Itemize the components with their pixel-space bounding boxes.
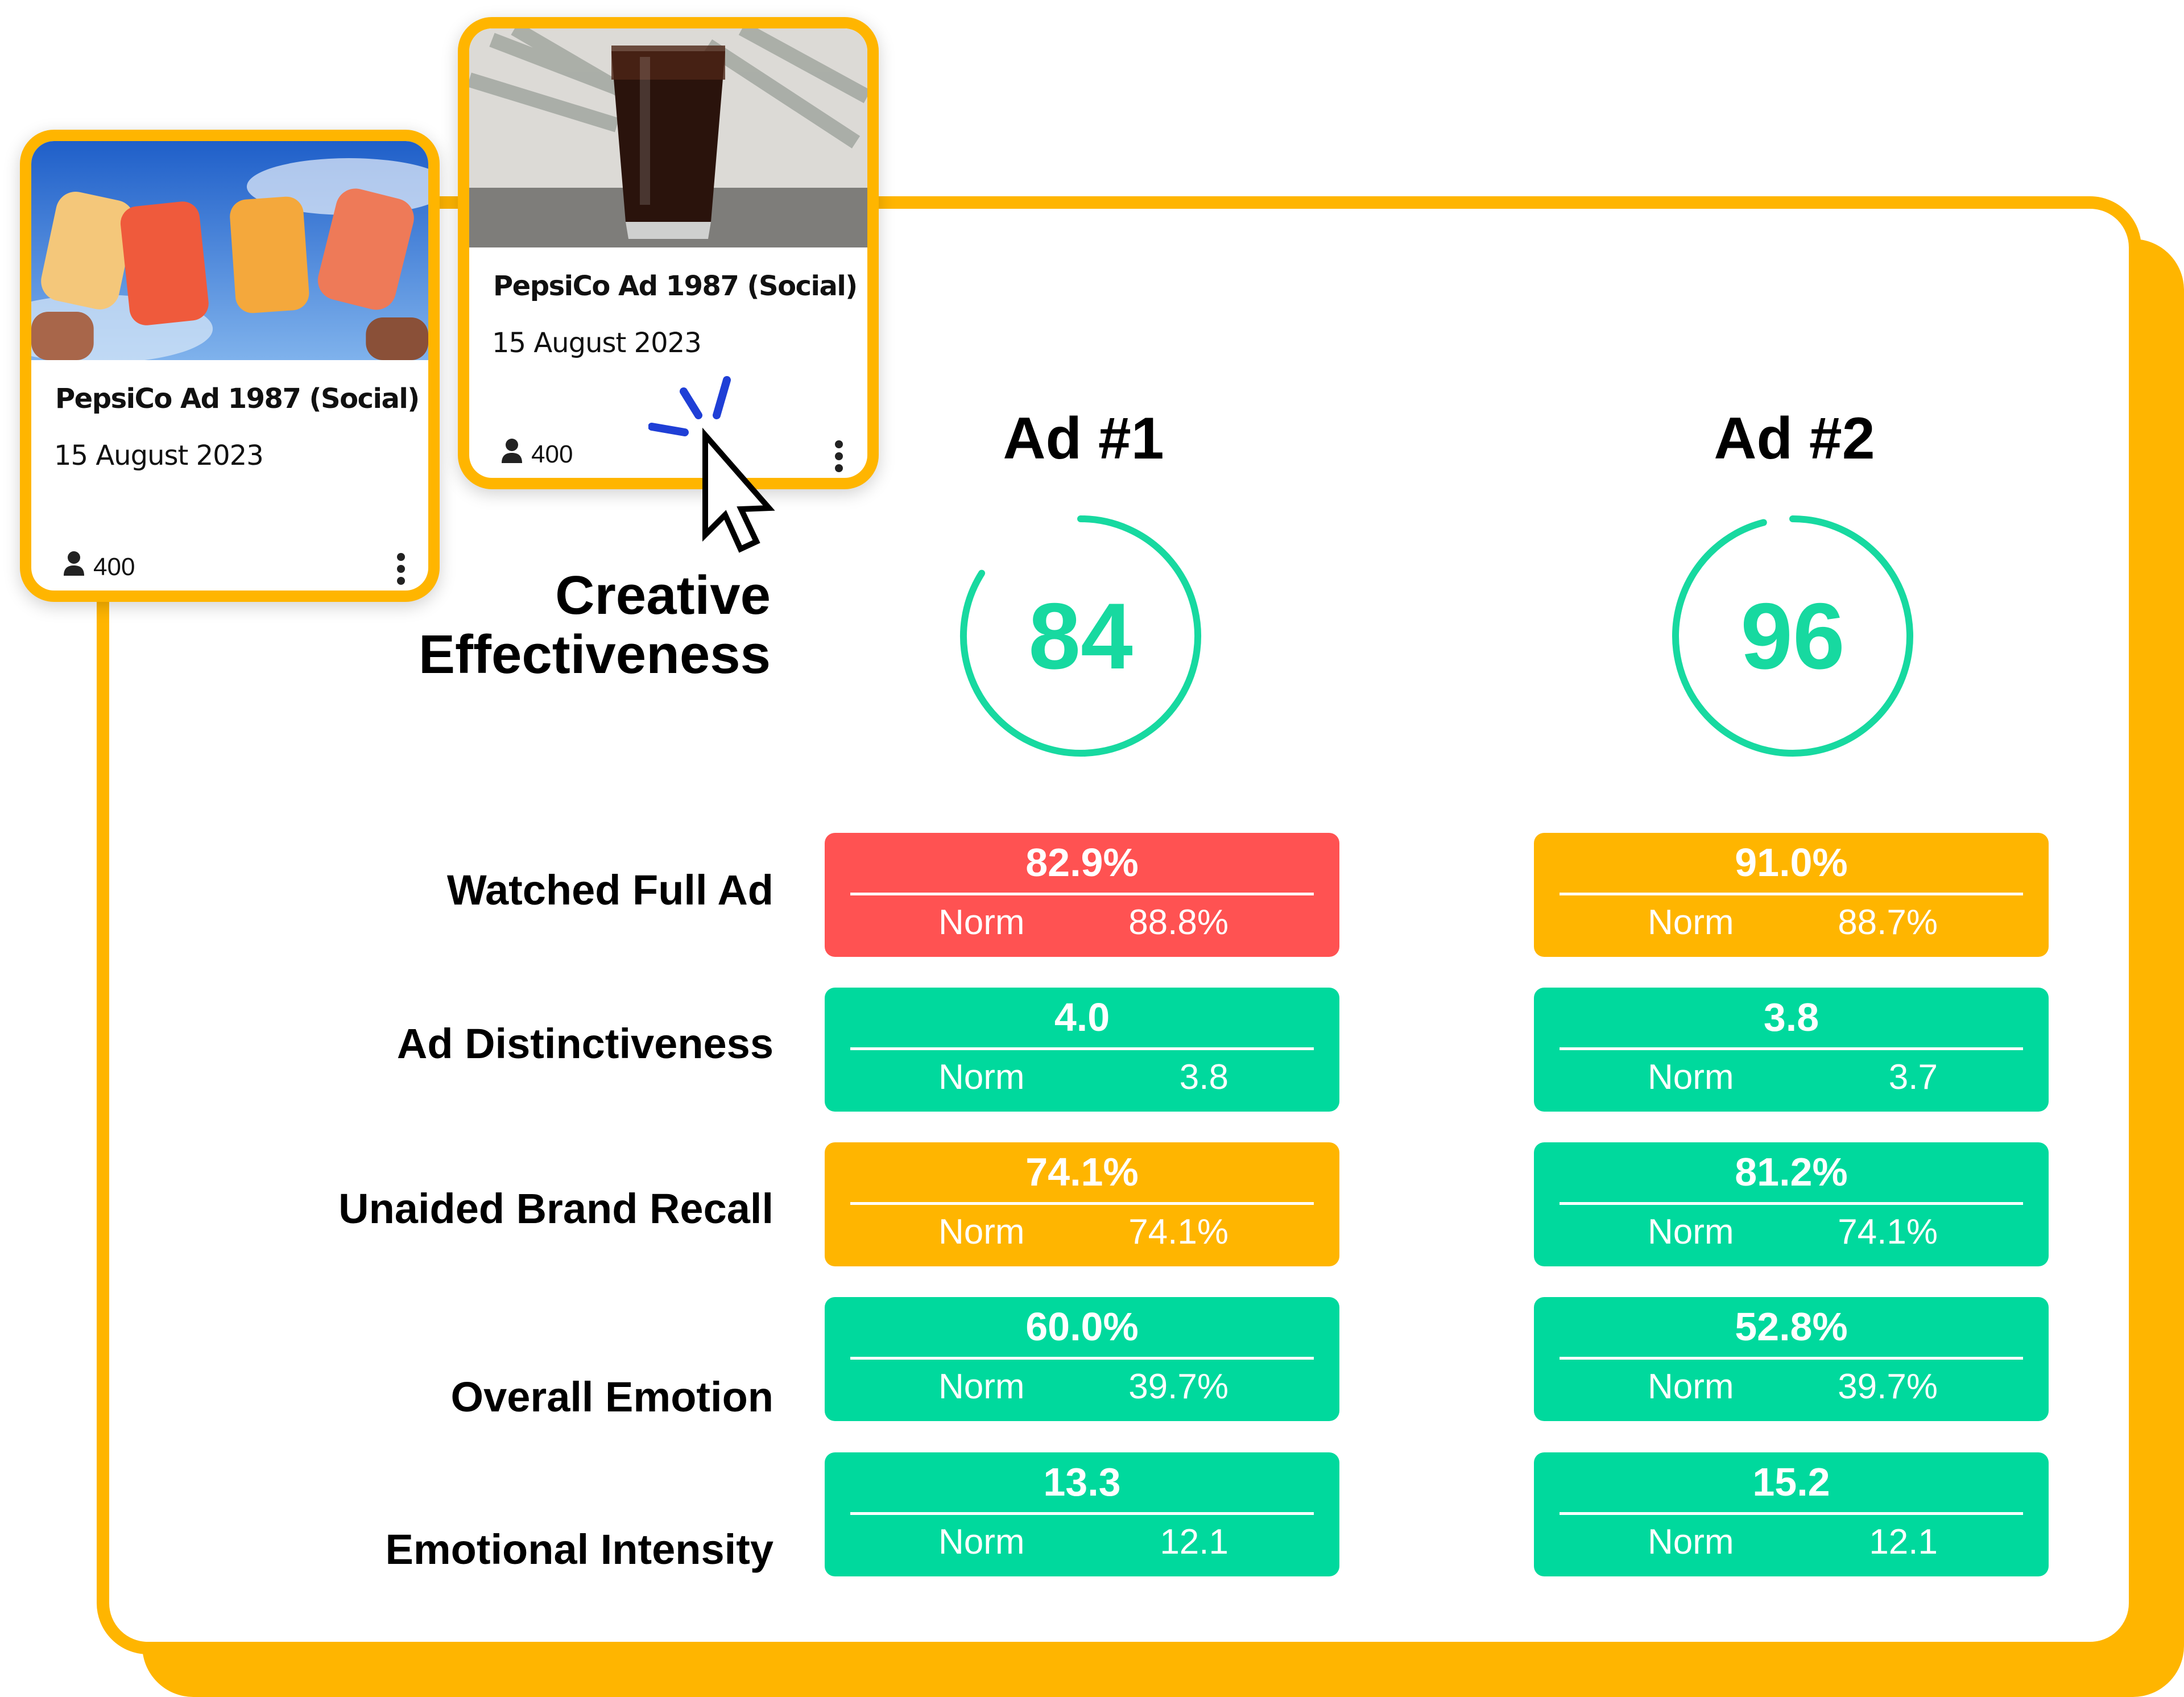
- norm-value: 74.1%: [1128, 1212, 1228, 1252]
- ad-1-heading: Ad #1: [1003, 406, 1164, 472]
- metric-value: 4.0: [1054, 995, 1110, 1039]
- norm-label: Norm: [1648, 1522, 1734, 1562]
- metric-value: 3.8: [1763, 995, 1819, 1039]
- norm-label: Norm: [1648, 903, 1734, 942]
- respondent-count: 400: [500, 438, 573, 470]
- norm-value: 12.1: [1160, 1522, 1228, 1562]
- divider: [1560, 1202, 2023, 1205]
- norm-label: Norm: [938, 1522, 1025, 1562]
- norm-value: 39.7%: [1128, 1367, 1228, 1406]
- ad-2-emotional-intensity: 15.2 Norm 12.1: [1534, 1452, 2049, 1576]
- divider: [1560, 893, 2023, 895]
- norm-label: Norm: [938, 903, 1025, 942]
- person-icon: [63, 551, 85, 583]
- ad-2-score: 96: [1740, 583, 1845, 688]
- ad-card-1[interactable]: PepsiCo Ad 1987 (Social) 15 August 2023 …: [20, 130, 440, 602]
- norm-value: 88.8%: [1128, 903, 1228, 942]
- norm-label: Norm: [1648, 1212, 1734, 1252]
- norm-label: Norm: [938, 1058, 1025, 1097]
- ad-1-score: 84: [1028, 583, 1133, 688]
- click-cursor-icon: [648, 375, 791, 558]
- ad-1-emotional-intensity: 13.3 Norm 12.1: [825, 1452, 1339, 1576]
- metric-value: 82.9%: [1025, 840, 1139, 885]
- score-ring: [960, 515, 1201, 757]
- ad-1-watched-full-ad: 82.9% Norm 88.8%: [825, 833, 1339, 957]
- score-ring: [1672, 515, 1913, 757]
- ad-2-watched-full-ad: 91.0% Norm 88.7%: [1534, 833, 2049, 957]
- divider: [850, 1512, 1314, 1515]
- divider: [850, 893, 1314, 895]
- norm-value: 39.7%: [1838, 1367, 1938, 1406]
- card-date: 15 August 2023: [492, 327, 702, 359]
- ad-thumbnail-cola-glass: [469, 28, 867, 247]
- ad-2-unaided-brand-recall: 81.2% Norm 74.1%: [1534, 1142, 2049, 1266]
- card-title: PepsiCo Ad 1987 (Social): [493, 270, 858, 302]
- metric-label-overall-emotion: Overall Emotion: [450, 1373, 774, 1421]
- norm-value: 88.7%: [1838, 903, 1938, 942]
- metric-label-ad-distinctiveness: Ad Distinctiveness: [396, 1020, 774, 1067]
- card-date: 15 August 2023: [54, 440, 264, 472]
- divider: [1560, 1512, 2023, 1515]
- section-title-line1: Creative: [555, 565, 771, 626]
- norm-value: 74.1%: [1838, 1212, 1938, 1252]
- norm-label: Norm: [938, 1367, 1025, 1406]
- metric-label-watched-full-ad: Watched Full Ad: [446, 866, 774, 914]
- metric-label-emotional-intensity: Emotional Intensity: [385, 1526, 774, 1573]
- divider: [850, 1202, 1314, 1205]
- metric-value: 15.2: [1752, 1460, 1830, 1504]
- section-title: Creative Effectiveness: [419, 566, 771, 684]
- respondent-count: 400: [63, 551, 135, 583]
- ad-1-unaided-brand-recall: 74.1% Norm 74.1%: [825, 1142, 1339, 1266]
- metric-value: 52.8%: [1735, 1304, 1848, 1349]
- ad-1-overall-emotion: 60.0% Norm 39.7%: [825, 1297, 1339, 1421]
- norm-value: 3.8: [1179, 1058, 1228, 1097]
- metric-value: 60.0%: [1025, 1304, 1139, 1349]
- divider: [850, 1047, 1314, 1050]
- ad-2-ad-distinctiveness: 3.8 Norm 3.7: [1534, 988, 2049, 1112]
- metric-value: 91.0%: [1735, 840, 1848, 885]
- respondent-count-value: 400: [93, 552, 135, 581]
- metric-label-unaided-brand-recall: Unaided Brand Recall: [338, 1185, 774, 1232]
- card-title: PepsiCo Ad 1987 (Social): [55, 383, 420, 415]
- ad-2-score-gauge: 96: [1668, 511, 1918, 761]
- person-icon: [500, 438, 523, 470]
- ad-card-2[interactable]: PepsiCo Ad 1987 (Social) 15 August 2023 …: [458, 17, 879, 489]
- divider: [850, 1357, 1314, 1360]
- more-vertical-icon[interactable]: [395, 553, 407, 589]
- metric-value: 81.2%: [1735, 1150, 1848, 1194]
- ad-2-overall-emotion: 52.8% Norm 39.7%: [1534, 1297, 2049, 1421]
- norm-label: Norm: [1648, 1058, 1734, 1097]
- metric-value: 13.3: [1043, 1460, 1121, 1504]
- section-title-line2: Effectiveness: [419, 624, 771, 685]
- norm-label: Norm: [938, 1212, 1025, 1252]
- divider: [1560, 1357, 2023, 1360]
- metric-value: 74.1%: [1025, 1150, 1139, 1194]
- ad-2-heading: Ad #2: [1714, 406, 1875, 472]
- ad-1-score-gauge: 84: [956, 511, 1206, 761]
- divider: [1560, 1047, 2023, 1050]
- respondent-count-value: 400: [531, 440, 573, 468]
- ad-1-ad-distinctiveness: 4.0 Norm 3.8: [825, 988, 1339, 1112]
- norm-label: Norm: [1648, 1367, 1734, 1406]
- more-vertical-icon[interactable]: [833, 440, 845, 476]
- norm-value: 12.1: [1869, 1522, 1938, 1562]
- ad-thumbnail-popsicles: [31, 141, 428, 360]
- norm-value: 3.7: [1888, 1058, 1938, 1097]
